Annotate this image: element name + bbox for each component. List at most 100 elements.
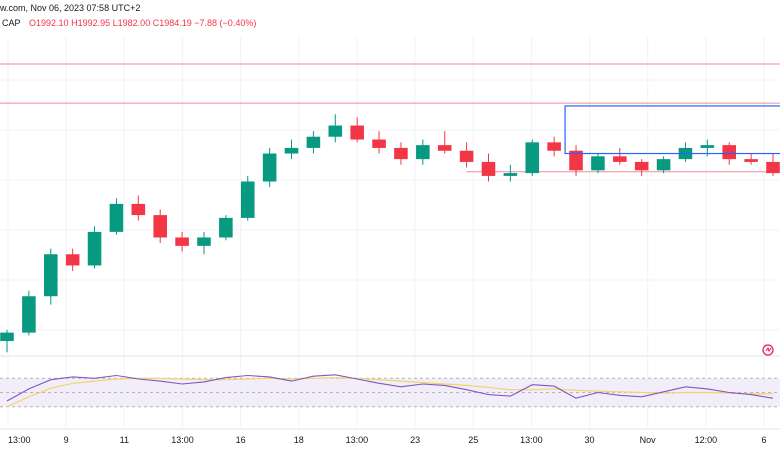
candle-body [766,161,780,174]
time-tick-label: 6 [761,435,766,445]
open-value: O1992.10 [29,18,69,28]
candle [153,209,167,244]
candle-body [591,156,605,171]
candle [569,145,583,176]
candle-body [416,145,430,160]
candle-body [65,254,80,266]
tradingview-logo-icon[interactable] [762,344,774,356]
candle-body [175,237,189,246]
candle-body [503,173,518,176]
candle [43,248,58,305]
candle [591,153,605,174]
time-axis[interactable]: 13:00 9 11 13:00 16 18 13:00 23 25 13:00 30 Nov 12:0… [0,428,780,445]
candle-body [394,147,408,160]
time-tick-label: 12:00 [695,435,718,445]
candles [0,114,780,353]
candle [547,136,561,157]
rsi-line [6,374,774,402]
candle [219,215,233,241]
candle-body [262,153,277,182]
candle [503,164,518,182]
time-tick-label: 13:00 [520,435,543,445]
grid-lines [0,36,780,428]
candle [87,226,102,269]
candle-body [328,125,343,137]
candle [284,139,299,160]
change-value: −7.88 (−0.40%) [194,18,257,28]
candle-body [481,161,496,176]
candle-body [722,145,737,160]
candle-body [131,203,146,216]
candle [131,195,146,221]
candle-body [350,125,364,140]
candle-body [613,156,627,162]
candle [262,147,277,188]
time-tick-label: 13:00 [346,435,369,445]
candle-body [569,150,583,171]
candle [197,231,211,255]
candle-body [219,217,233,238]
candle [613,147,627,165]
candle [744,153,758,165]
candle-body [459,150,474,162]
horizontal-levels [0,63,780,173]
candle [22,290,36,336]
candle-body [306,136,321,148]
symbol-label: CAP [2,18,21,28]
candle [175,231,189,252]
time-tick-label: 11 [120,435,129,445]
candle [0,329,14,353]
candle [634,159,649,176]
candle-body [525,142,540,174]
candle-body [240,181,255,218]
candle-body [22,296,36,333]
candle-body [87,231,102,266]
candle-body [284,147,299,154]
candle [525,139,540,176]
candle-body [43,254,58,297]
candle-body [197,237,211,246]
candle-body [109,203,124,232]
candle [328,114,343,143]
candle [240,175,255,221]
candle [306,131,321,154]
time-tick-label: 30 [585,435,595,445]
candle [350,117,364,143]
candle-body [700,145,715,148]
time-tick-label: 18 [294,435,304,445]
candle-body [437,145,452,151]
range-box[interactable] [564,105,780,155]
chart-source-line: w.com, Nov 06, 2023 07:58 UTC+2 [0,3,141,13]
time-tick-label: 9 [64,435,69,445]
candle-body [656,159,671,171]
candle-body [0,332,14,342]
candle [459,142,474,168]
candle [65,248,80,272]
candle-body [634,161,649,171]
candle [372,131,386,154]
time-tick-label: 23 [410,435,420,445]
candle [678,142,693,162]
time-tick-label: 13:00 [171,435,194,445]
time-tick-label: 25 [468,435,478,445]
candle [481,153,496,182]
candle [416,139,430,165]
candle [437,131,452,154]
chart-header: w.com, Nov 06, 2023 07:58 UTC+2 CAP O199… [0,0,780,34]
time-tick-label: Nov [640,435,657,445]
candle-body [153,215,167,238]
candle-body [744,159,758,162]
low-value: L1982.00 [112,18,151,28]
candle [766,153,780,176]
time-tick-label: 16 [236,435,246,445]
rsi-pane [0,355,780,408]
candle [656,156,671,174]
candle-body [547,142,561,151]
ohlc-legend: CAP O1992.10 H1992.95 L1982.00 C1984.19 … [2,18,256,28]
close-value: C1984.19 [152,18,192,28]
candle-body [372,139,386,148]
time-tick-label: 13:00 [8,435,31,445]
high-value: H1992.95 [71,18,111,28]
